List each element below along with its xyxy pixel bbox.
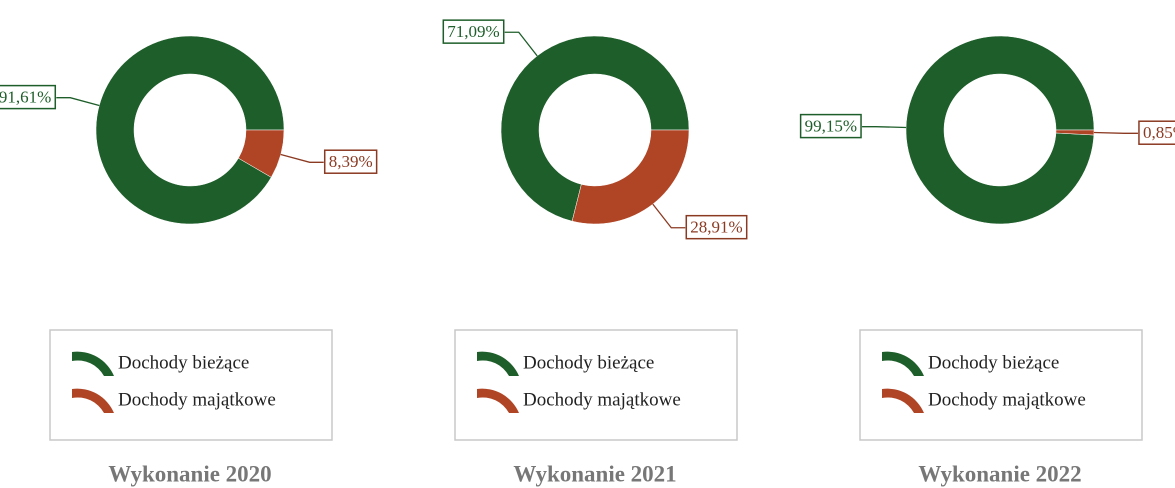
legend-label: Dochody bieżące	[118, 352, 249, 373]
donut-slice	[238, 129, 285, 178]
legend-label: Dochody bieżące	[523, 352, 654, 373]
donut-slice	[905, 35, 1095, 225]
donut-slice	[500, 35, 690, 222]
chart-title: Wykonanie 2020	[108, 461, 271, 486]
legend-label: Dochody majątkowe	[118, 389, 276, 410]
data-label: 91,61%	[0, 88, 51, 107]
leader-line	[652, 203, 686, 229]
legend-icon	[72, 388, 114, 413]
label-box	[323, 149, 378, 174]
legend-label: Dochody majątkowe	[523, 389, 681, 410]
data-label: 99,15%	[805, 117, 857, 136]
donut-slice	[95, 35, 285, 225]
leader-line	[56, 97, 100, 107]
label-box	[799, 113, 862, 139]
legend-box	[859, 329, 1143, 441]
leader-line	[1093, 131, 1138, 134]
data-label: 8,39%	[329, 152, 373, 171]
data-label: 0,85%	[1143, 123, 1175, 142]
leader-line	[504, 31, 538, 57]
data-label: 71,09%	[447, 22, 499, 41]
label-box	[1138, 120, 1175, 145]
leader-line	[280, 153, 324, 163]
chart-title: Wykonanie 2022	[918, 461, 1081, 486]
chart-title: Wykonanie 2021	[513, 461, 676, 486]
donut-slice	[1055, 129, 1095, 136]
leader-line	[862, 126, 907, 129]
legend-icon	[882, 388, 924, 413]
legend-icon	[477, 388, 519, 413]
legend-icon	[72, 351, 114, 376]
legend-icon	[882, 351, 924, 376]
legend-icon	[477, 351, 519, 376]
label-box	[0, 84, 57, 110]
label-box	[685, 214, 748, 240]
legend-box	[49, 329, 333, 441]
legend-box	[454, 329, 738, 441]
data-label: 28,91%	[690, 218, 742, 237]
legend-label: Dochody majątkowe	[928, 389, 1086, 410]
legend-label: Dochody bieżące	[928, 352, 1059, 373]
label-box	[442, 19, 505, 44]
donut-slice	[571, 129, 690, 225]
